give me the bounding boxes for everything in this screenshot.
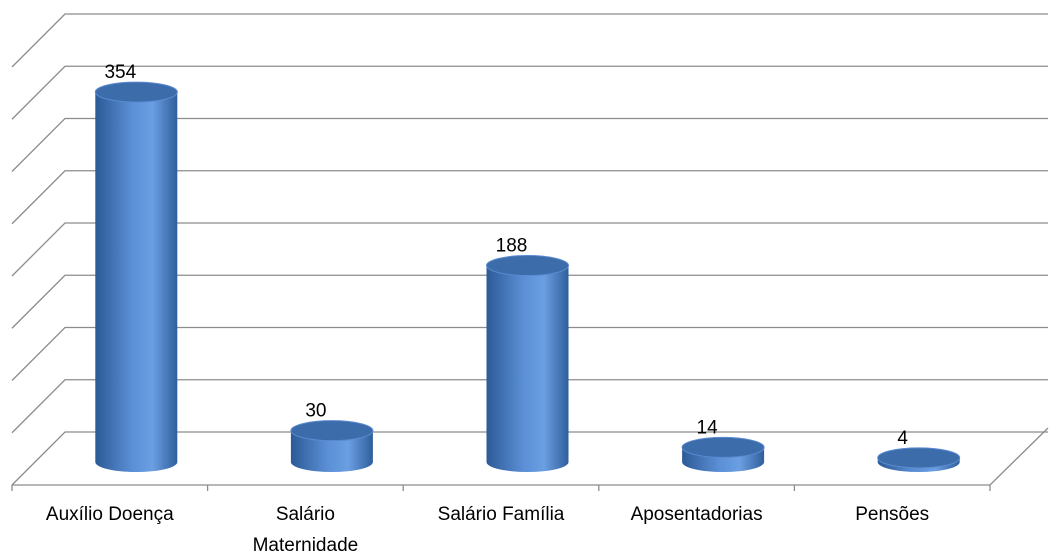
- bar-top: [681, 436, 765, 458]
- grid-line: [11, 326, 1048, 381]
- value-label: 30: [305, 401, 326, 422]
- bar: [877, 447, 961, 472]
- grid-line: [11, 170, 1048, 225]
- x-tick-label: Pensões: [855, 504, 930, 525]
- grid-line: [11, 222, 1048, 277]
- bar: [94, 81, 178, 472]
- bar: [290, 420, 374, 472]
- bar-body: [290, 430, 373, 472]
- x-tick-label: Aposentadorias: [630, 504, 763, 525]
- value-label: 354: [104, 62, 136, 83]
- bar-body: [95, 92, 178, 472]
- value-label: 188: [496, 236, 528, 257]
- bar-top: [290, 420, 374, 442]
- bar-body: [486, 265, 569, 472]
- grid-line: [11, 274, 1048, 329]
- grid-line: [11, 431, 1048, 486]
- bar-top: [877, 447, 961, 469]
- bar: [681, 436, 765, 472]
- grid-line: [11, 65, 1048, 120]
- bar-top: [94, 81, 178, 103]
- x-tick-label: Salário Família: [437, 504, 565, 525]
- x-tick-label: Auxílio Doença: [45, 504, 174, 525]
- grid-line: [11, 379, 1048, 434]
- value-label: 4: [897, 428, 908, 449]
- grid-line: [11, 117, 1048, 172]
- bar: [486, 255, 569, 472]
- bar-top: [486, 255, 569, 277]
- x-tick-label: Salário Maternidade: [252, 504, 359, 555]
- value-label: 14: [697, 417, 719, 438]
- grid-line: [11, 13, 1048, 68]
